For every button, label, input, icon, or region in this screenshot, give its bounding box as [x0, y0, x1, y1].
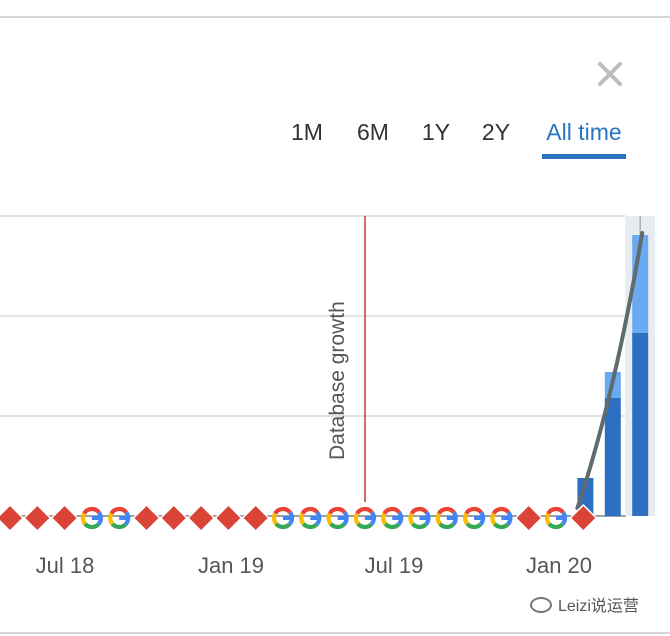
x-tick-label: Jul 18	[36, 553, 95, 578]
google-update-icon	[490, 506, 513, 530]
event-marker-diamond	[241, 503, 270, 533]
frame-top-border	[0, 16, 670, 18]
tab-active-underline	[542, 154, 626, 159]
google-update-icon	[80, 506, 103, 530]
google-update-icon	[326, 506, 349, 530]
tab-1y[interactable]: 1Y	[421, 119, 451, 145]
event-marker-diamond	[159, 503, 188, 533]
x-tick-label: Jan 20	[526, 553, 592, 578]
tab-2y[interactable]: 2Y	[481, 119, 511, 145]
event-marker-diamond	[214, 503, 243, 533]
frame-bottom-border	[0, 632, 670, 634]
bar-segment-dark	[604, 398, 621, 516]
event-marker-diamond	[50, 503, 79, 533]
watermark-text: Leizi说运营	[558, 598, 639, 615]
google-update-icon	[463, 506, 486, 530]
x-tick-label: Jul 19	[365, 553, 424, 578]
google-update-icon	[271, 506, 295, 530]
event-marker-diamond	[132, 503, 161, 533]
google-update-icon	[435, 506, 458, 530]
event-marker-diamond	[187, 503, 216, 533]
event-marker-diamond	[23, 503, 52, 533]
annotation-label: Database growth	[326, 301, 349, 460]
event-marker-diamond	[514, 503, 543, 533]
google-update-icon	[544, 506, 568, 530]
bar-segment-dark	[632, 333, 649, 516]
google-update-icon	[108, 506, 131, 530]
google-update-icon	[381, 506, 404, 530]
period-tabs: 1M 6M 1Y 2Y All time	[0, 116, 670, 166]
trend-line	[575, 231, 645, 510]
google-update-icon	[408, 506, 431, 530]
watermark: Leizi说运营	[530, 592, 639, 622]
tab-1m[interactable]: 1M	[291, 119, 323, 145]
tab-all-time[interactable]: All time	[546, 119, 622, 145]
google-update-icon	[299, 506, 322, 530]
event-marker-diamond	[569, 503, 598, 533]
wechat-icon	[530, 597, 552, 613]
x-tick-label: Jan 19	[198, 553, 264, 578]
google-update-icon	[353, 506, 376, 530]
tab-6m[interactable]: 6M	[357, 119, 389, 145]
event-marker-diamond	[0, 503, 25, 533]
